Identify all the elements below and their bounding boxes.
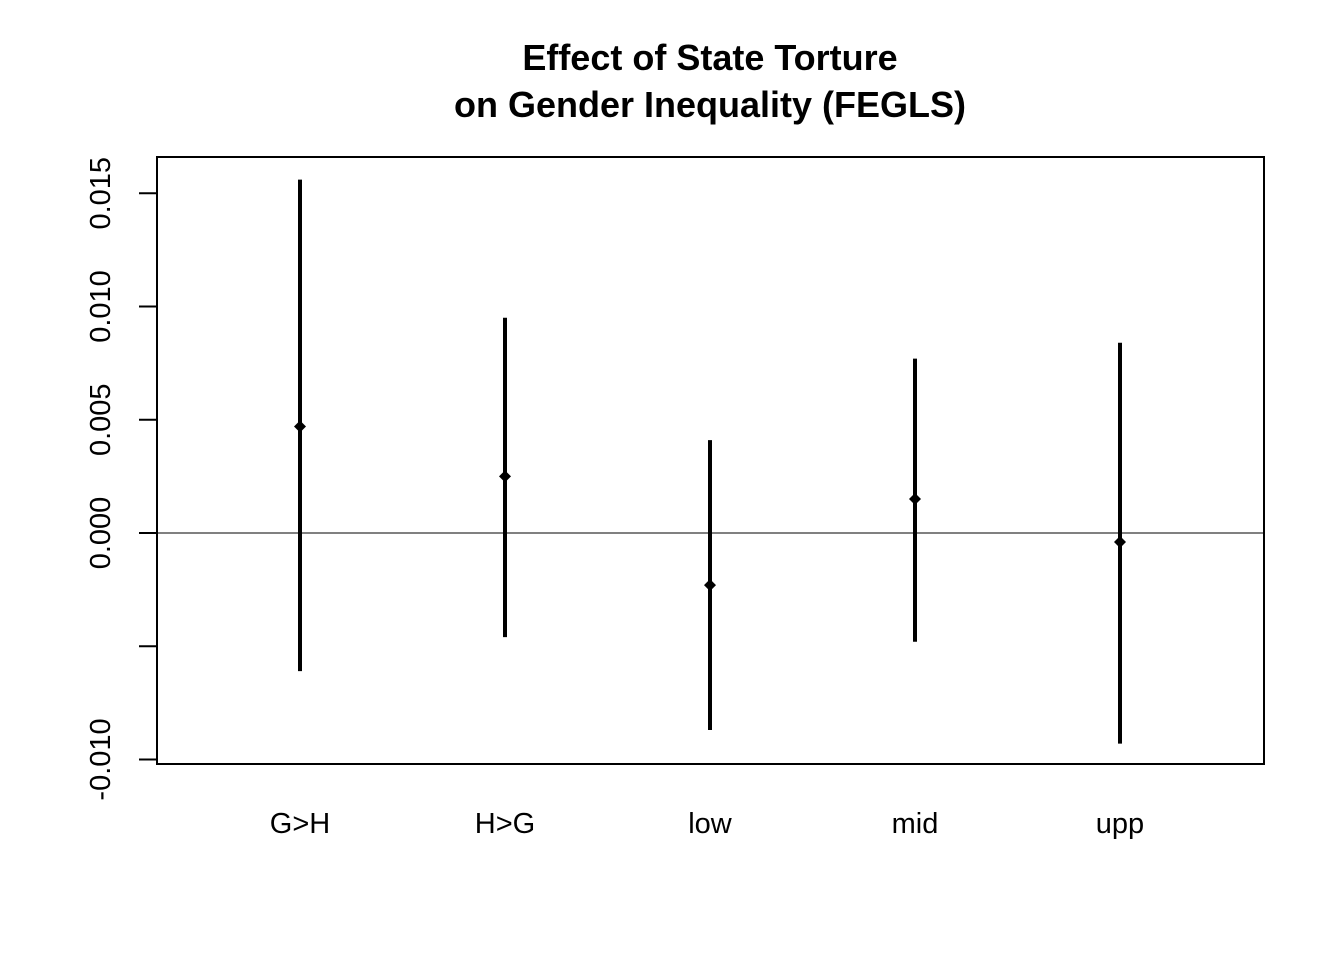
chart-title-line-1: Effect of State Torture bbox=[522, 37, 897, 78]
point-estimate-marker bbox=[294, 420, 306, 433]
y-tick-label: 0.005 bbox=[85, 383, 117, 456]
error-bars bbox=[294, 179, 1126, 744]
x-tick-label: upp bbox=[1096, 808, 1144, 840]
x-tick-label: H>G bbox=[475, 808, 535, 840]
point-estimate-marker bbox=[704, 579, 716, 592]
y-tick-label: 0.015 bbox=[85, 157, 117, 230]
y-tick-label: 0.000 bbox=[85, 497, 117, 570]
point-estimate-marker bbox=[499, 470, 511, 483]
y-axis: -0.010 0.000 0.005 0.010 0.015 bbox=[85, 157, 158, 801]
x-tick-label: mid bbox=[892, 808, 939, 840]
point-estimate-marker bbox=[1114, 536, 1126, 549]
x-axis-labels: G>H H>G low mid upp bbox=[270, 808, 1144, 840]
y-tick-label: 0.010 bbox=[85, 270, 117, 343]
x-tick-label: low bbox=[688, 808, 733, 840]
chart-title-line-2: on Gender Inequality (FEGLS) bbox=[454, 84, 966, 125]
point-estimate-marker bbox=[909, 493, 921, 506]
x-tick-label: G>H bbox=[270, 808, 330, 840]
y-tick-label: -0.010 bbox=[85, 718, 117, 800]
